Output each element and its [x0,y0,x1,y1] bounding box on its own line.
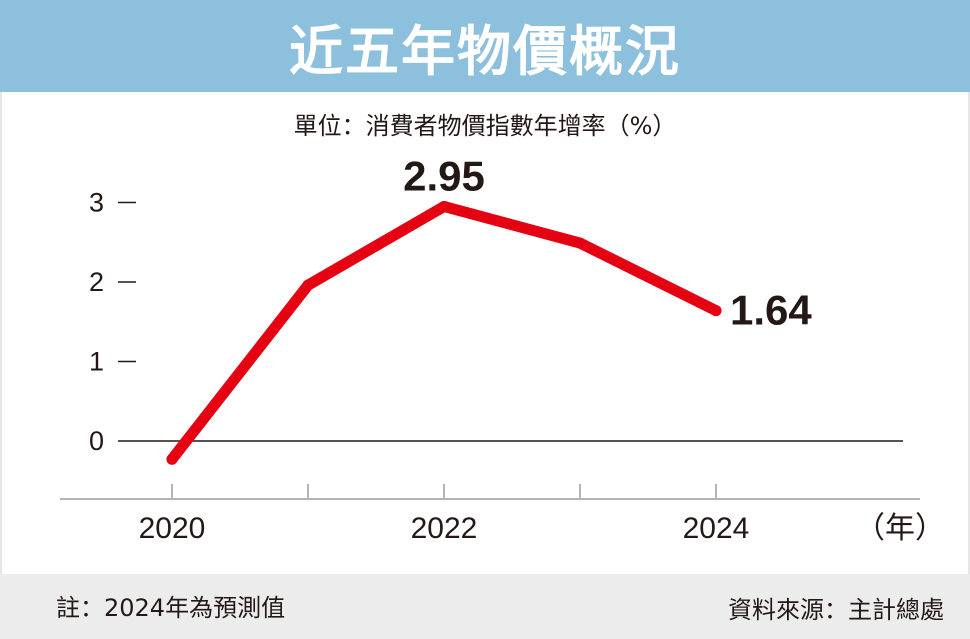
data-point [710,305,722,317]
y-tick-label: 0 [89,426,104,456]
footer-note: 註：2024年為預測值 [56,594,286,622]
data-label: 1.64 [730,287,812,334]
series-line [166,200,722,465]
y-tick-label: 3 [89,188,104,218]
chart-title: 近五年物價概況 [289,19,681,83]
data-point [438,200,450,212]
x-unit-label: （年） [855,511,945,546]
footer-bar: 註：2024年為預測值 資料來源：主計總處 [0,574,970,639]
data-point [302,279,314,291]
data-label: 2.95 [403,152,485,199]
x-tick-label: 2024 [683,512,750,545]
x-tick-label: 2022 [411,512,478,545]
x-tick-label: 2020 [139,512,206,545]
y-tick-label: 1 [89,347,104,377]
chart-panel [0,92,970,574]
data-point [574,237,586,249]
line-chart: 0 1 2 3 2020 2022 2024 （年） 2.95 1.64 [60,152,945,546]
unit-label: 單位：消費者物價指數年增率（%） [293,112,677,140]
data-point [166,453,178,465]
title-banner: 近五年物價概況 [0,0,970,92]
footer-source: 資料來源：主計總處 [728,596,944,624]
y-tick-label: 2 [89,267,104,297]
